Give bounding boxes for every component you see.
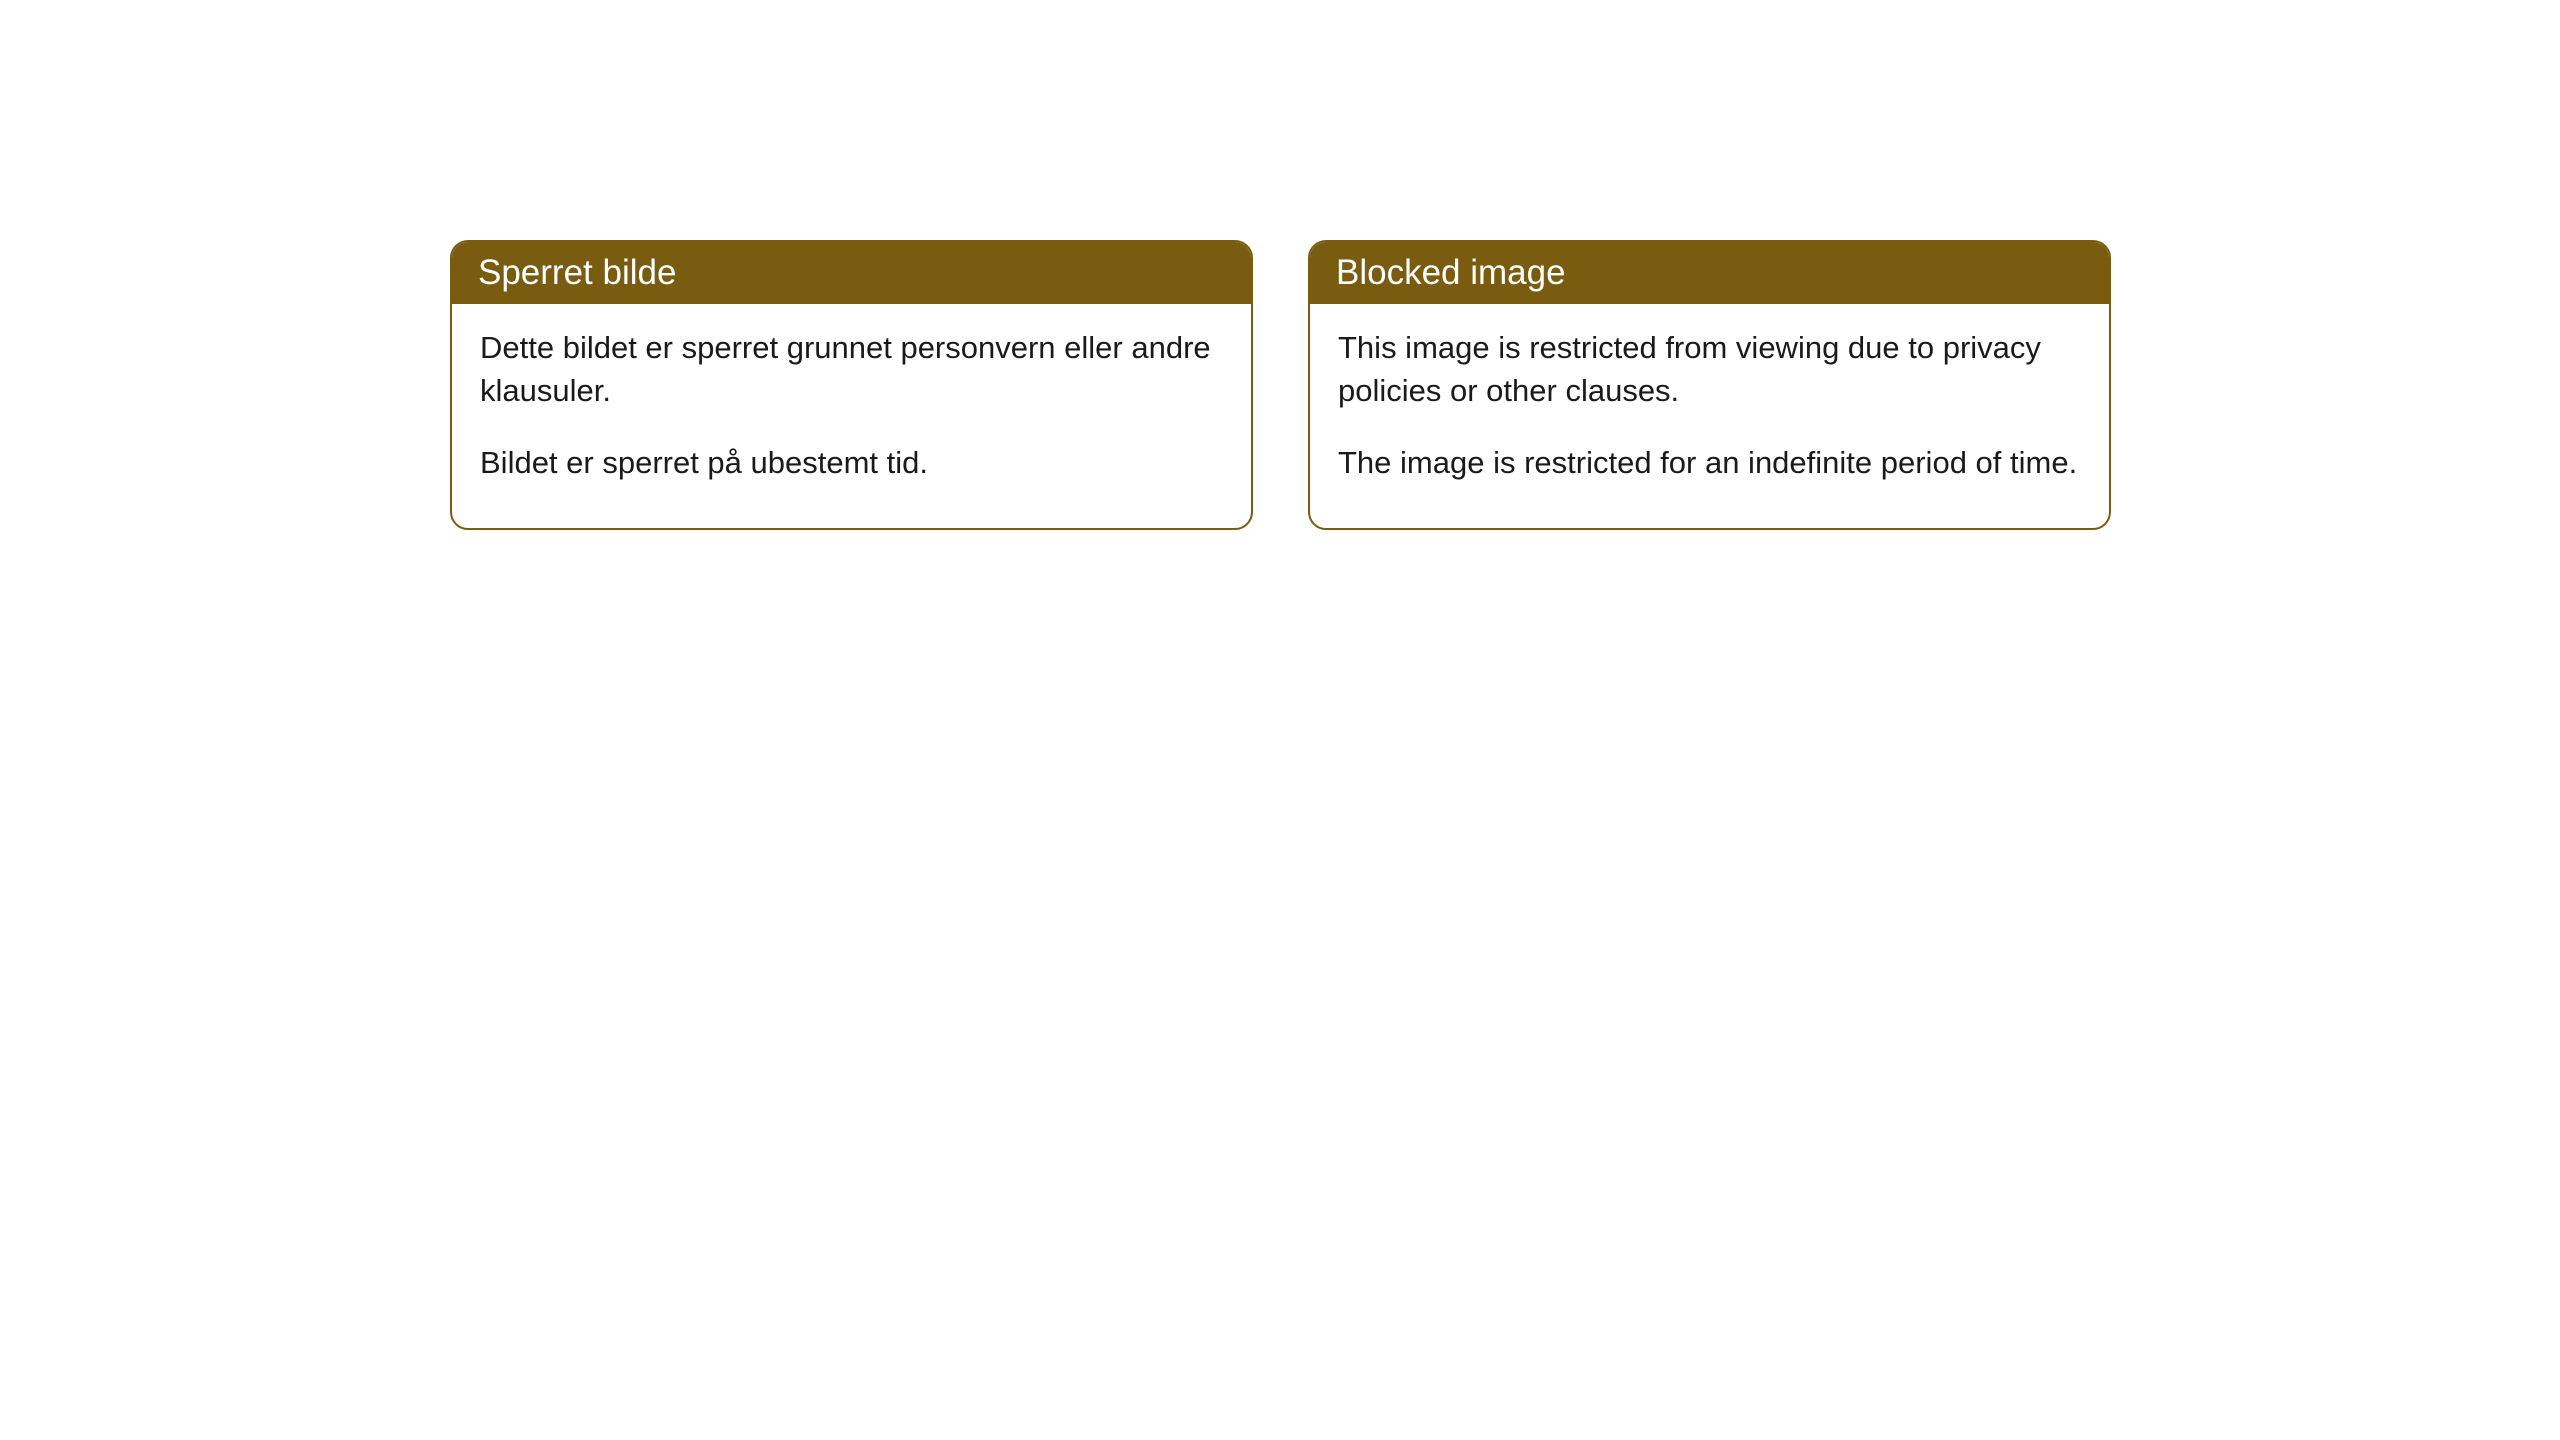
card-header: Sperret bilde (452, 242, 1251, 304)
card-paragraph: This image is restricted from viewing du… (1338, 326, 2081, 413)
card-paragraph: Dette bildet er sperret grunnet personve… (480, 326, 1223, 413)
notice-card-english: Blocked image This image is restricted f… (1308, 240, 2111, 530)
card-title: Sperret bilde (478, 253, 676, 292)
card-paragraph: The image is restricted for an indefinit… (1338, 441, 2081, 484)
card-title: Blocked image (1336, 253, 1566, 292)
card-body: This image is restricted from viewing du… (1310, 304, 2109, 528)
notice-cards-container: Sperret bilde Dette bildet er sperret gr… (450, 240, 2560, 530)
card-header: Blocked image (1310, 242, 2109, 304)
card-body: Dette bildet er sperret grunnet personve… (452, 304, 1251, 528)
card-paragraph: Bildet er sperret på ubestemt tid. (480, 441, 1223, 484)
notice-card-norwegian: Sperret bilde Dette bildet er sperret gr… (450, 240, 1253, 530)
